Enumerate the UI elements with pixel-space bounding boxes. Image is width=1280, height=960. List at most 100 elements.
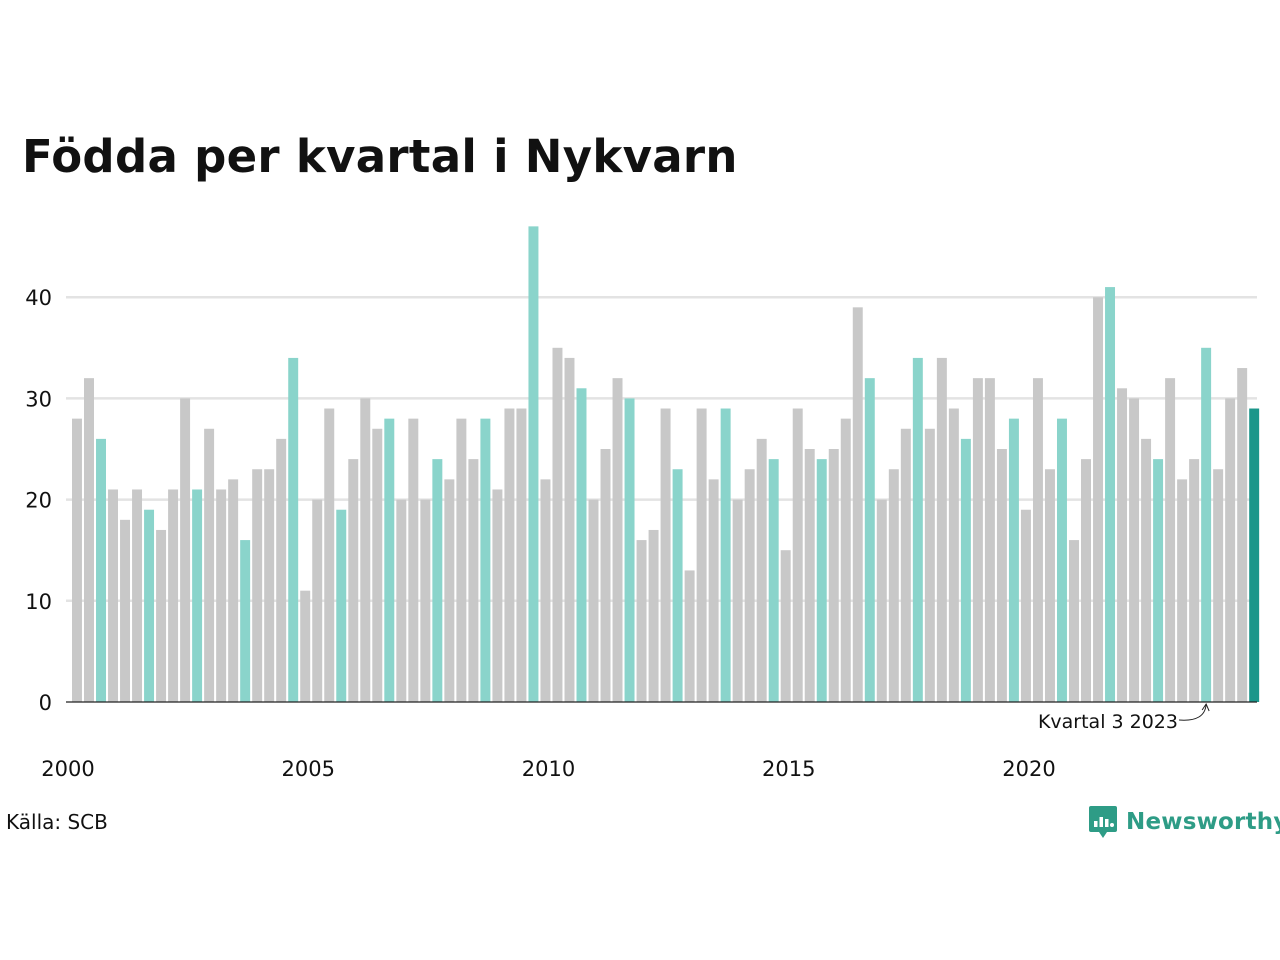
bar <box>864 378 875 702</box>
bar <box>528 226 539 703</box>
bar <box>288 357 299 702</box>
x-tick-label: 2010 <box>522 757 575 781</box>
bar <box>480 418 491 702</box>
bar <box>888 469 899 702</box>
bar <box>1069 540 1079 702</box>
bar <box>156 529 167 702</box>
bar <box>324 408 335 702</box>
bar <box>732 499 743 702</box>
bar <box>1081 459 1091 702</box>
bar <box>660 408 671 702</box>
y-axis-ticks: 0 10 20 30 40 <box>25 286 52 715</box>
bar <box>624 398 635 702</box>
y-tick-label: 0 <box>39 691 52 715</box>
bar <box>552 347 563 702</box>
bar <box>744 469 755 702</box>
bar <box>264 469 275 702</box>
bar <box>228 479 239 702</box>
bar <box>792 408 803 702</box>
annotation-label: Kvartal 3 2023 <box>1038 711 1178 733</box>
bar <box>312 499 323 702</box>
bar <box>684 570 695 702</box>
bar <box>1020 509 1031 702</box>
bar <box>1189 459 1200 702</box>
annotation: Kvartal 3 2023 <box>1038 702 1210 733</box>
bar <box>672 469 683 702</box>
bar <box>1044 469 1055 702</box>
bar <box>216 489 227 702</box>
bar <box>120 519 131 702</box>
bar <box>1249 408 1260 702</box>
bar <box>192 489 203 702</box>
bar <box>1141 438 1152 702</box>
bar <box>336 509 347 702</box>
bar <box>384 418 395 702</box>
source-label: Källa: SCB <box>6 810 108 834</box>
y-tick-label: 10 <box>25 590 52 614</box>
bar <box>1225 398 1236 702</box>
bar <box>276 438 287 702</box>
bar <box>876 499 887 702</box>
bar <box>180 398 191 702</box>
bar <box>504 408 515 702</box>
bar <box>204 428 215 702</box>
bar <box>432 459 443 702</box>
bar <box>144 509 155 702</box>
bar <box>396 499 407 702</box>
bar <box>1056 418 1067 702</box>
bar <box>1093 297 1103 702</box>
bar <box>372 428 383 702</box>
bar <box>516 408 527 702</box>
annotation-arrow <box>1178 703 1207 721</box>
bar <box>1201 347 1212 702</box>
bar <box>936 357 947 702</box>
bar <box>648 529 659 702</box>
bar <box>168 489 179 702</box>
bar <box>840 418 851 702</box>
bar <box>1117 388 1128 702</box>
bar <box>852 307 863 702</box>
bar <box>1153 459 1164 702</box>
bar <box>924 428 935 702</box>
bar <box>828 449 839 702</box>
x-tick-label: 2015 <box>762 757 815 781</box>
bar <box>984 378 995 702</box>
bar <box>948 408 959 702</box>
bar <box>1129 398 1140 702</box>
bar <box>804 449 815 702</box>
bar <box>72 418 82 702</box>
newsworthy-logo-icon <box>1089 806 1117 838</box>
bar <box>816 459 827 702</box>
y-tick-label: 40 <box>25 286 52 310</box>
x-tick-label: 2020 <box>1002 757 1055 781</box>
bar <box>960 438 971 702</box>
bar <box>780 550 791 702</box>
bar <box>720 408 731 702</box>
bar <box>1165 378 1176 702</box>
bar <box>1213 469 1224 702</box>
bar <box>360 398 371 702</box>
bar <box>996 449 1007 702</box>
bar <box>696 408 707 702</box>
x-axis-ticks: 2000 2005 2010 2015 2020 <box>41 757 1055 781</box>
bar <box>1008 418 1019 702</box>
newsworthy-logo: Newsworthy <box>1088 804 1280 840</box>
bars <box>72 226 1260 703</box>
chart-title: Födda per kvartal i Nykvarn <box>22 130 738 183</box>
bar <box>708 479 719 702</box>
bar <box>636 540 647 702</box>
x-tick-label: 2005 <box>282 757 335 781</box>
bar <box>444 479 455 702</box>
annotation-arrowhead <box>1201 702 1210 712</box>
bar-chart: 0 10 20 30 40 2000 2005 2010 2015 2020 Kvartal 3… <box>25 226 1260 781</box>
bar <box>108 489 119 702</box>
bar <box>588 499 599 702</box>
bar <box>540 479 551 702</box>
bar <box>912 357 923 702</box>
bar <box>492 489 503 702</box>
bar <box>348 459 359 702</box>
bar <box>1032 378 1043 702</box>
bar <box>768 459 779 702</box>
bar <box>576 388 587 702</box>
bar <box>408 418 419 702</box>
